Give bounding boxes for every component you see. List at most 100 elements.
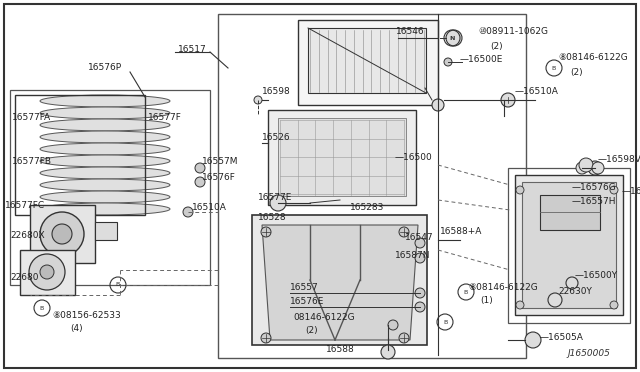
Circle shape xyxy=(195,163,205,173)
Text: 16576E: 16576E xyxy=(290,298,324,307)
Text: 16598: 16598 xyxy=(262,87,291,96)
Circle shape xyxy=(415,302,425,312)
Text: —16576G: —16576G xyxy=(572,183,617,192)
Text: ⑧08146-6122G: ⑧08146-6122G xyxy=(558,54,628,62)
Bar xyxy=(515,175,623,315)
Text: (2): (2) xyxy=(570,67,582,77)
Polygon shape xyxy=(262,225,418,340)
Ellipse shape xyxy=(40,203,170,215)
Polygon shape xyxy=(522,182,616,308)
Ellipse shape xyxy=(40,95,170,107)
Bar xyxy=(268,110,416,205)
Circle shape xyxy=(52,224,72,244)
Text: 16577E: 16577E xyxy=(258,193,292,202)
Circle shape xyxy=(415,238,425,248)
Circle shape xyxy=(592,162,604,174)
Circle shape xyxy=(270,195,286,211)
Text: 16557M: 16557M xyxy=(202,157,239,167)
Bar xyxy=(20,250,75,295)
Text: 16576P: 16576P xyxy=(88,64,122,73)
Circle shape xyxy=(610,186,618,194)
Bar xyxy=(508,168,630,323)
Bar xyxy=(95,222,117,240)
Text: —16500Y: —16500Y xyxy=(575,272,618,280)
Text: (2): (2) xyxy=(305,326,317,334)
Ellipse shape xyxy=(40,191,170,203)
Text: 08146-6122G: 08146-6122G xyxy=(293,314,355,323)
Circle shape xyxy=(399,333,409,343)
Circle shape xyxy=(415,253,425,263)
Bar xyxy=(298,20,438,105)
Ellipse shape xyxy=(40,155,170,167)
Text: (1): (1) xyxy=(480,295,493,305)
Bar xyxy=(15,95,145,215)
Circle shape xyxy=(588,161,602,175)
Text: 16588+A: 16588+A xyxy=(440,228,483,237)
Circle shape xyxy=(548,293,562,307)
Circle shape xyxy=(525,332,541,348)
Text: ⑩08911-1062G: ⑩08911-1062G xyxy=(478,28,548,36)
Text: J1650005: J1650005 xyxy=(567,349,610,358)
Circle shape xyxy=(254,96,262,104)
Text: 22680X: 22680X xyxy=(10,231,45,240)
Text: —16557H: —16557H xyxy=(572,198,616,206)
Text: B: B xyxy=(116,282,120,288)
Circle shape xyxy=(29,254,65,290)
Text: 16577FA: 16577FA xyxy=(12,113,51,122)
Text: 165283: 165283 xyxy=(350,203,385,212)
Bar xyxy=(252,215,427,345)
Text: 16547: 16547 xyxy=(405,234,434,243)
Bar xyxy=(30,205,95,263)
Circle shape xyxy=(40,212,84,256)
Circle shape xyxy=(183,207,193,217)
Text: 16528: 16528 xyxy=(258,214,287,222)
Text: 16588: 16588 xyxy=(326,346,355,355)
Circle shape xyxy=(261,333,271,343)
Text: (2): (2) xyxy=(490,42,502,51)
Bar xyxy=(218,14,526,358)
Text: —16577: —16577 xyxy=(622,187,640,196)
Bar xyxy=(10,90,210,285)
Ellipse shape xyxy=(40,107,170,119)
Text: ⑧08146-6122G: ⑧08146-6122G xyxy=(468,282,538,292)
Text: 16577F: 16577F xyxy=(148,113,182,122)
Text: 16557: 16557 xyxy=(290,282,319,292)
Text: 16517: 16517 xyxy=(178,45,207,55)
Circle shape xyxy=(381,345,395,359)
Ellipse shape xyxy=(40,167,170,179)
Text: ⑧08156-62533: ⑧08156-62533 xyxy=(52,311,121,320)
Circle shape xyxy=(446,30,462,46)
Text: 16587N: 16587N xyxy=(395,250,431,260)
Text: 16577FC: 16577FC xyxy=(5,201,45,209)
Circle shape xyxy=(444,58,452,66)
Text: B: B xyxy=(464,289,468,295)
Text: B: B xyxy=(552,65,556,71)
Circle shape xyxy=(388,320,398,330)
Circle shape xyxy=(261,227,271,237)
Text: —16500E: —16500E xyxy=(460,55,504,64)
Circle shape xyxy=(40,265,54,279)
Text: —16598V: —16598V xyxy=(598,155,640,164)
Circle shape xyxy=(501,93,515,107)
Text: 16546: 16546 xyxy=(396,28,424,36)
Text: 16526: 16526 xyxy=(262,134,291,142)
Text: (4): (4) xyxy=(70,324,83,333)
Bar xyxy=(540,195,600,230)
Bar xyxy=(278,118,406,196)
Text: —16505A: —16505A xyxy=(540,334,584,343)
Text: —16510A: —16510A xyxy=(515,87,559,96)
Circle shape xyxy=(610,301,618,309)
Text: B: B xyxy=(443,320,447,324)
Circle shape xyxy=(516,186,524,194)
Circle shape xyxy=(516,301,524,309)
Bar xyxy=(308,28,426,93)
Text: 16510A: 16510A xyxy=(192,203,227,212)
Circle shape xyxy=(195,177,205,187)
Ellipse shape xyxy=(40,179,170,191)
Circle shape xyxy=(432,99,444,111)
Ellipse shape xyxy=(40,143,170,155)
Text: 22630Y: 22630Y xyxy=(558,288,592,296)
Text: 16576F: 16576F xyxy=(202,173,236,182)
Circle shape xyxy=(579,158,593,172)
Ellipse shape xyxy=(40,131,170,143)
